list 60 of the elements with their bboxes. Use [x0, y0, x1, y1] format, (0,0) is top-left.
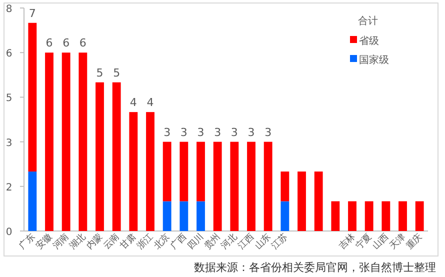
bar	[364, 201, 374, 231]
total-label: 3	[264, 126, 272, 139]
x-tick-label: 宁夏	[354, 231, 374, 252]
bar	[146, 112, 154, 231]
y-tick-label: 6	[6, 48, 12, 60]
x-tick-label: 安徽	[34, 231, 54, 252]
legend-label: 国家级	[359, 54, 389, 66]
bar	[382, 201, 390, 231]
bar	[280, 201, 290, 231]
bar	[45, 52, 54, 231]
bar	[162, 142, 172, 202]
x-tick-label: 浙江	[134, 231, 156, 252]
y-tick-label: 3	[6, 138, 12, 149]
bar	[280, 172, 290, 202]
bar	[62, 52, 70, 231]
bar	[230, 142, 239, 231]
bar	[96, 82, 104, 231]
bar	[129, 112, 138, 231]
total-label: 4	[130, 96, 137, 110]
total-label: 3	[164, 126, 171, 139]
bar	[331, 201, 340, 231]
bar	[28, 22, 37, 172]
total-label: 3	[180, 126, 188, 139]
bar	[415, 201, 424, 231]
bar	[247, 142, 256, 231]
total-label: 5	[113, 66, 120, 80]
total-label: 6	[46, 36, 53, 50]
x-tick-label: 江苏	[270, 231, 290, 252]
total-label: 5	[96, 66, 104, 80]
x-tick-label: 重庆	[404, 231, 425, 252]
bar	[28, 172, 37, 231]
total-label: 3	[214, 126, 222, 139]
bar	[180, 142, 188, 202]
total-label: 7	[28, 6, 36, 20]
bar	[348, 201, 356, 231]
total-label: 3	[197, 126, 204, 139]
total-label: 4	[146, 96, 154, 110]
bar	[196, 201, 205, 231]
total-label: 6	[62, 36, 70, 50]
bar	[298, 172, 306, 231]
bar	[314, 172, 323, 231]
legend-label: 省级	[359, 35, 379, 47]
bar	[180, 201, 188, 231]
y-tick-label: 5	[6, 93, 12, 104]
total-label: 6	[79, 36, 86, 50]
bar	[112, 82, 121, 231]
source-note: 数据来源：各省份相关委局官网，张自然博士整理	[194, 261, 436, 274]
x-tick-label: 四川	[185, 231, 206, 252]
bar	[196, 142, 205, 202]
bar	[213, 142, 222, 231]
bar	[162, 201, 172, 231]
legend-title: 合计	[358, 15, 378, 27]
y-tick-label: 8	[6, 4, 12, 15]
y-tick-label: 2	[6, 182, 12, 194]
bar	[398, 201, 407, 231]
bar	[264, 142, 272, 231]
bar	[78, 52, 88, 231]
y-tick-label: 0	[6, 227, 12, 238]
total-label: 3	[230, 126, 238, 139]
total-label: 3	[248, 126, 255, 139]
